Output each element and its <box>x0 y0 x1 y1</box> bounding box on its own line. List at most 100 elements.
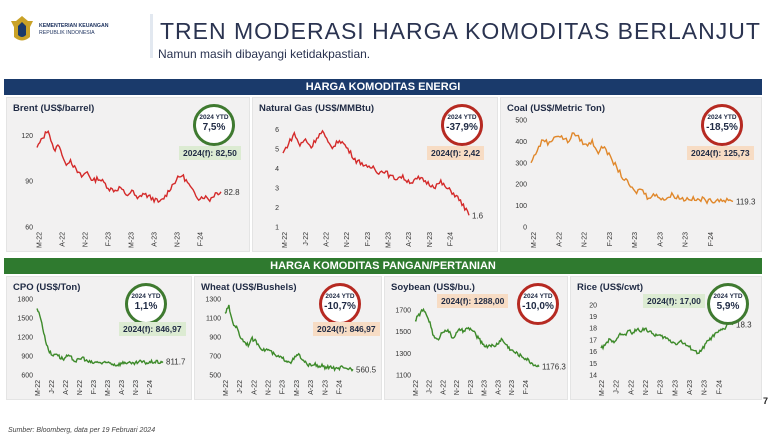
brent-xtick-label: A-22 <box>60 232 67 247</box>
coal-last-value-label: 119.3 <box>736 198 756 207</box>
rice-chart-svg: 14 15 16 17 18 19 20 M-22 J-22 A-22 N-22 F-23 M-23 A-… <box>589 302 752 396</box>
soybean-xtick-label: M-22 <box>413 380 420 396</box>
soybean-ytd-value: -10,0% <box>522 301 554 312</box>
soybean-xtick-label: A-23 <box>495 380 502 395</box>
rice-ytick-label: 14 <box>589 373 597 380</box>
gas-xtick-label: F-24 <box>447 232 454 247</box>
brent-xtick-label: N-22 <box>83 232 90 247</box>
gas-xtick-label: J-22 <box>303 232 310 246</box>
wheat-last-value-label: 560.5 <box>356 365 377 374</box>
cpo-xtick-label: A-22 <box>63 380 70 395</box>
cpo-xtick-label: A-23 <box>119 380 126 395</box>
soybean-series-line <box>414 307 540 368</box>
page-subtitle: Namun masih dibayangi ketidakpastian. <box>158 47 371 61</box>
brent-last-value-label: 82.8 <box>224 188 240 197</box>
coal-ytick-label: 0 <box>523 225 527 232</box>
wheat-chart-title: Wheat (US$/Bushels) <box>201 282 297 293</box>
gas-xtick-label: M-22 <box>282 232 289 248</box>
rice-ytd-value: 5,9% <box>716 301 740 312</box>
gas-ytd-badge: 2024 YTD -37,9% <box>441 104 483 146</box>
soybean-xtick-label: N-22 <box>454 380 461 395</box>
wheat-ytick-label: 1300 <box>205 297 221 304</box>
wheat-ytd-label: 2024 YTD <box>325 293 355 300</box>
soybean-ytick-label: 1300 <box>395 351 411 358</box>
coal-ytd-badge: 2024 YTD -18,5% <box>701 104 743 146</box>
wheat-xtick-label: M-22 <box>223 380 230 396</box>
wheat-chart-panel: 500 700 900 1100 1300 M-22 J-22 A-22 N-22 F-23 M-2… <box>194 276 382 400</box>
gas-ytick-label: 3 <box>275 186 279 193</box>
rice-xtick-label: N-23 <box>702 380 709 395</box>
gas-ytick-label: 4 <box>275 166 279 173</box>
cpo-xtick-label: N-23 <box>133 380 140 395</box>
cpo-xtick-label: F-24 <box>147 380 154 395</box>
wheat-xtick-label: N-23 <box>322 380 329 395</box>
brent-chart-title: Brent (US$/barrel) <box>13 103 95 114</box>
rice-ytd-badge: 2024 YTD 5,9% <box>707 283 749 325</box>
brent-ytd-badge: 2024 YTD 7,5% <box>193 104 235 146</box>
coal-xtick-label: M-23 <box>632 232 639 248</box>
gas-xtick-label: N-22 <box>344 232 351 247</box>
cpo-xtick-label: M-23 <box>105 380 112 396</box>
rice-xtick-label: N-22 <box>643 380 650 395</box>
cpo-ytick-label: 1200 <box>17 335 33 342</box>
coal-chart-title: Coal (US$/Metric Ton) <box>507 103 605 114</box>
cpo-xtick-label: J-22 <box>49 380 56 394</box>
brent-chart-svg: 60 90 120 M-22 A-22 N-22 F-23 M-23 A-23 N-23 F-24 8… <box>21 130 240 248</box>
coal-ytick-label: 100 <box>515 203 527 210</box>
cpo-ytick-label: 1500 <box>17 316 33 323</box>
brent-ytd-label: 2024 YTD <box>199 114 229 121</box>
rice-forecast-label: 2024(f): 17,00 <box>643 294 705 308</box>
gas-ytd-label: 2024 YTD <box>447 114 477 121</box>
rice-xtick-label: F-23 <box>658 380 665 395</box>
soybean-chart-title: Soybean (US$/bu.) <box>391 282 475 293</box>
coal-xtick-label: A-22 <box>556 232 563 247</box>
garuda-emblem-icon <box>11 16 33 41</box>
coal-xtick-label: N-23 <box>683 232 690 247</box>
rice-ytick-label: 15 <box>589 361 597 368</box>
brent-xtick-label: A-23 <box>152 232 159 247</box>
wheat-chart-svg: 500 700 900 1100 1300 M-22 J-22 A-22 N-22 F-23 M-2… <box>205 297 377 396</box>
ministry-name: KEMENTERIAN KEUANGAN REPUBLIK INDONESIA <box>39 23 108 37</box>
coal-series-line <box>530 132 734 205</box>
cpo-xtick-label: M-22 <box>35 380 42 396</box>
gas-xtick-label: A-23 <box>406 232 413 247</box>
gas-xtick-label: N-23 <box>427 232 434 247</box>
cpo-ytick-label: 900 <box>21 354 33 361</box>
soybean-xtick-label: M-23 <box>482 380 489 396</box>
gas-series-line <box>282 129 470 216</box>
coal-xtick-label: N-22 <box>582 232 589 247</box>
ministry-line1: KEMENTERIAN KEUANGAN <box>39 23 109 29</box>
soybean-xtick-label: F-23 <box>468 380 475 395</box>
coal-chart-panel: 0 100 200 300 400 500 M-22 A-22 N-22 F-23 M-23 A-23… <box>500 97 762 252</box>
soybean-ytick-label: 1500 <box>395 329 411 336</box>
brent-forecast-label: 2024(f): 82,50 <box>179 146 241 160</box>
source-note: Sumber: Bloomberg, data per 19 Februari … <box>8 427 156 434</box>
brent-chart-panel: 60 90 120 M-22 A-22 N-22 F-23 M-23 A-23 N-23 F-24 8… <box>6 97 250 252</box>
brent-xtick-label: F-23 <box>106 232 113 247</box>
ministry-logo: KEMENTERIAN KEUANGAN REPUBLIK INDONESIA <box>10 8 145 52</box>
gas-xtick-label: F-23 <box>365 232 372 247</box>
soybean-ytd-badge: 2024 YTD -10,0% <box>517 283 559 325</box>
wheat-xtick-label: M-23 <box>294 380 301 396</box>
page-title: TREN MODERASI HARGA KOMODITAS BERLANJUT <box>160 18 761 44</box>
gas-xtick-label: M-23 <box>385 232 392 248</box>
rice-ytick-label: 18 <box>589 326 597 333</box>
wheat-xtick-label: J-22 <box>237 380 244 394</box>
gas-chart-svg: 1 2 3 4 5 6 M-22 J-22 A-22 N-22 F-23 M-23 A-23 N-23 F-… <box>275 127 484 248</box>
gas-ytd-value: -37,9% <box>446 122 478 133</box>
wheat-xtick-label: N-22 <box>266 380 273 395</box>
wheat-ytd-badge: 2024 YTD -10,7% <box>319 283 361 325</box>
gas-ytick-label: 6 <box>275 127 279 134</box>
coal-xtick-label: A-23 <box>657 232 664 247</box>
rice-xtick-label: A-22 <box>628 380 635 395</box>
brent-series-line <box>36 130 222 204</box>
rice-xtick-label: M-22 <box>599 380 606 396</box>
ministry-line2: REPUBLIK INDONESIA <box>39 30 95 36</box>
wheat-xtick-label: A-22 <box>251 380 258 395</box>
coal-chart-svg: 0 100 200 300 400 500 M-22 A-22 N-22 F-23 M-23 A-23… <box>515 118 756 248</box>
cpo-series-line <box>36 308 164 368</box>
rice-ytd-label: 2024 YTD <box>713 293 743 300</box>
cpo-ytd-label: 2024 YTD <box>131 293 161 300</box>
brent-xtick-label: M-23 <box>129 232 136 248</box>
soybean-ytick-label: 1100 <box>396 373 411 380</box>
